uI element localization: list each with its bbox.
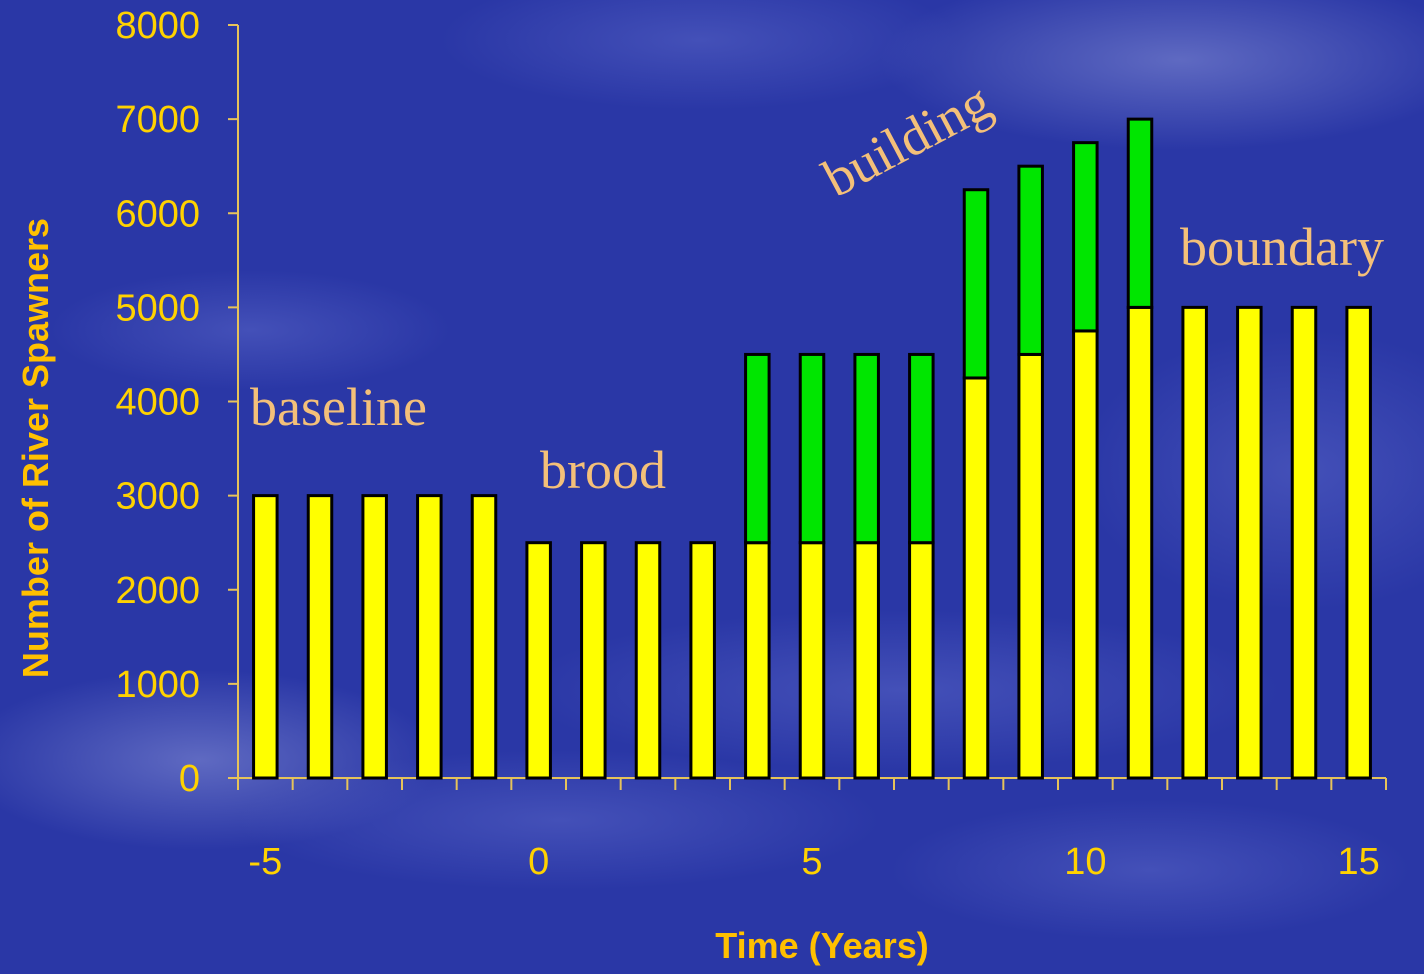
bar-segment-yellow [472,496,496,778]
bar-segment-yellow [582,543,606,778]
bar-segment-yellow [964,378,988,778]
y-tick-label: 3000 [115,476,200,518]
bar-segment-yellow [746,543,770,778]
y-tick-label: 6000 [115,193,200,235]
bar-segment-yellow [1128,307,1152,778]
bar-segment-green [746,354,770,542]
bar-segment-yellow [254,496,278,778]
bar-segment-yellow [910,543,934,778]
bar-segment-yellow [691,543,715,778]
y-tick-label: 8000 [115,5,200,47]
y-tick-label: 5000 [115,287,200,329]
annotation-boundary: boundary [1180,217,1384,277]
x-tick-label: 5 [801,841,822,883]
bar-segment-yellow [1238,307,1262,778]
bar-segment-yellow [636,543,660,778]
bar-segment-green [1074,143,1098,331]
x-tick-label: 0 [528,841,549,883]
x-tick-label: -5 [248,841,282,883]
bar-segment-yellow [855,543,879,778]
bar-segment-yellow [800,543,824,778]
bar-segment-yellow [1347,307,1371,778]
bar-segment-green [1019,166,1043,354]
bar-segment-green [964,190,988,378]
bar-segment-yellow [1292,307,1316,778]
bar-segment-yellow [308,496,332,778]
bar-segment-yellow [1074,331,1098,778]
y-tick-label: 7000 [115,99,200,141]
bar-segment-yellow [363,496,387,778]
annotation-baseline: baseline [250,377,427,437]
bar-segment-green [1128,119,1152,307]
bar-segment-yellow [1019,354,1043,778]
x-tick-label: 10 [1064,841,1106,883]
y-tick-label: 0 [179,758,200,800]
bar-segment-green [800,354,824,542]
y-tick-label: 1000 [115,664,200,706]
y-axis-title: Number of River Spawners [15,218,56,678]
x-tick-label: 15 [1338,841,1380,883]
x-axis-title: Time (Years) [715,925,928,966]
annotation-brood: brood [540,440,666,500]
y-tick-label: 2000 [115,570,200,612]
bar-segment-yellow [418,496,442,778]
bar-segment-yellow [527,543,551,778]
bar-segment-green [910,354,934,542]
y-tick-label: 4000 [115,382,200,424]
bar-segment-green [855,354,879,542]
bar-segment-yellow [1183,307,1207,778]
